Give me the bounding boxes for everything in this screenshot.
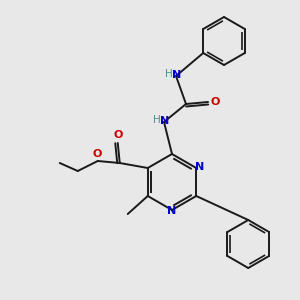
Text: O: O — [113, 130, 122, 140]
Text: H: H — [165, 69, 173, 79]
Text: O: O — [210, 97, 220, 107]
Text: N: N — [195, 162, 204, 172]
Text: N: N — [160, 116, 169, 126]
Text: O: O — [92, 149, 101, 159]
Text: N: N — [167, 206, 177, 216]
Text: N: N — [172, 70, 182, 80]
Text: H: H — [153, 115, 161, 125]
